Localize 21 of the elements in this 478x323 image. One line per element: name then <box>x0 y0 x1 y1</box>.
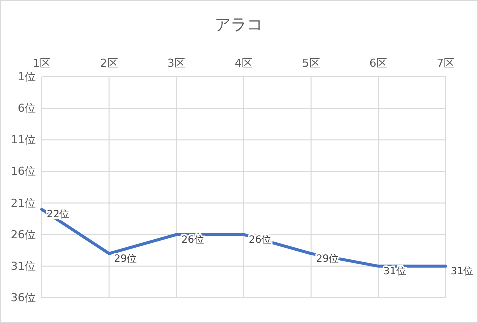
y-tick-label: 26位 <box>11 228 36 242</box>
y-tick-label: 16位 <box>11 165 36 178</box>
y-tick-label: 31位 <box>11 260 36 273</box>
x-tick-label: 6区 <box>370 57 388 70</box>
x-tick-label: 7区 <box>437 57 455 70</box>
x-tick-label: 4区 <box>235 57 253 70</box>
x-tick-label: 3区 <box>168 57 186 70</box>
x-tick-label: 5区 <box>302 57 320 70</box>
x-tick-label: 2区 <box>100 57 118 70</box>
line-series <box>40 208 448 268</box>
y-tick-label: 36位 <box>11 292 36 305</box>
y-tick-label: 1位 <box>18 70 36 84</box>
chart-title: アラコ <box>215 15 263 34</box>
x-tick-label: 1区 <box>33 57 51 70</box>
data-label: 29位 <box>114 252 138 265</box>
y-tick-label: 11位 <box>11 134 36 147</box>
y-tick-label: 6位 <box>18 102 36 116</box>
data-label: 31位 <box>451 265 474 278</box>
y-tick-label: 21位 <box>11 196 36 210</box>
data-label: 31位 <box>384 265 406 278</box>
data-label: 26位 <box>182 234 204 246</box>
